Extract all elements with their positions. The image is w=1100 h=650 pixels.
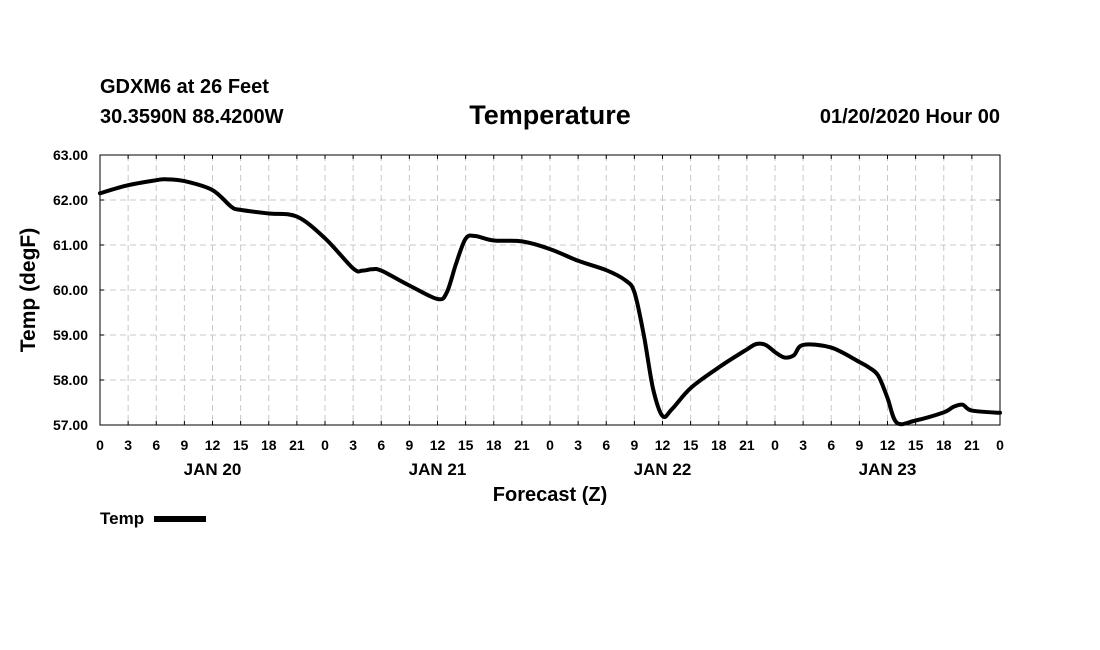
x-tick-label: 9 [630,437,638,453]
chart-title: Temperature [469,100,631,130]
x-tick-label: 15 [458,437,474,453]
x-tick-label: 21 [964,437,980,453]
series-layer [98,177,1002,427]
x-tick-label: 3 [349,437,357,453]
x-tick-label: 3 [799,437,807,453]
x-tick-label: 0 [996,437,1004,453]
y-tick-label: 62.00 [53,192,88,208]
legend-swatch-temp [154,516,207,522]
x-tick-label: 0 [321,437,329,453]
x-tick-label: 0 [546,437,554,453]
day-label: JAN 22 [634,460,692,479]
plot-frame [99,154,1001,426]
x-tick-label: 15 [683,437,699,453]
y-axis-title: Temp (degF) [17,228,40,352]
y-tick-label: 61.00 [53,237,88,253]
x-tick-label: 6 [602,437,610,453]
x-axis-title: Forecast (Z) [493,484,607,506]
x-tick-label: 9 [855,437,863,453]
x-tick-label: 21 [289,437,305,453]
grid-lines [100,155,1000,425]
day-label: JAN 20 [184,460,242,479]
coordinates-label: 30.3590N 88.4200W [100,106,284,128]
series-line-temp [98,177,1002,427]
x-tick-label: 9 [405,437,413,453]
y-tick-label: 57.00 [53,417,88,433]
y-tick-label: 59.00 [53,327,88,343]
y-tick-label: 58.00 [53,372,88,388]
x-tick-label: 18 [486,437,502,453]
x-tick-label: 18 [936,437,952,453]
run-time-label: 01/20/2020 Hour 00 [819,106,1000,128]
x-tick-label: 9 [180,437,188,453]
tick-labels: 0 3 6 9 12 15 18 21 0 3 6 9 12 15 18 21 0 3 6 9 12 15 18 21 0 3 6 9… [17,147,1004,506]
legend-label-temp: Temp [100,509,145,528]
x-tick-label: 12 [880,437,896,453]
axes [99,154,1001,426]
x-tick-label: 12 [655,437,671,453]
day-label: JAN 23 [859,460,917,479]
x-tick-label: 18 [711,437,727,453]
y-tick-label: 60.00 [53,282,88,298]
y-tick-label: 63.00 [53,147,88,163]
x-tick-label: 6 [827,437,835,453]
x-tick-label: 6 [377,437,385,453]
x-tick-label: 21 [514,437,530,453]
x-tick-label: 12 [430,437,446,453]
x-tick-label: 18 [261,437,277,453]
x-tick-label: 0 [771,437,779,453]
station-label: GDXM6 at 26 Feet [100,76,269,98]
legend: Temp [100,509,207,529]
x-tick-label: 15 [908,437,924,453]
x-tick-label: 3 [124,437,132,453]
x-tick-label: 6 [152,437,160,453]
x-tick-label: 21 [739,437,755,453]
x-tick-label: 0 [96,437,104,453]
x-tick-label: 12 [205,437,221,453]
x-tick-label: 15 [233,437,249,453]
x-tick-label: 3 [574,437,582,453]
day-label: JAN 21 [409,460,467,479]
